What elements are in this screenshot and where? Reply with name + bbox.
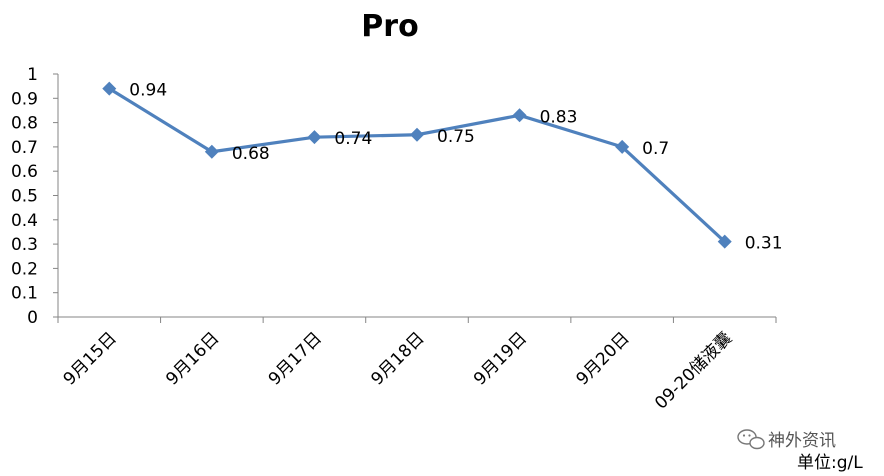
- y-tick-label: 0.2: [11, 259, 38, 279]
- y-tick-label: 0.7: [11, 138, 38, 158]
- data-point-marker: [512, 108, 527, 123]
- series-line: [108, 87, 726, 243]
- x-tick-label: 09-20储液囊: [651, 328, 736, 413]
- y-axis-ticks: 0 0.1 0.2 0.3 0.4 0.5 0.6 0.7 0.8 0.9 1: [11, 65, 58, 328]
- data-label: 0.75: [437, 127, 475, 147]
- x-tick-label: 9月18日: [367, 328, 428, 389]
- y-tick-label: 0.5: [11, 187, 38, 207]
- data-label: 0.68: [232, 144, 270, 164]
- data-point-marker: [717, 234, 732, 249]
- axes: [57, 74, 776, 318]
- data-point-marker: [410, 127, 424, 142]
- wechat-icon: [737, 429, 765, 450]
- x-tick-label: 9月19日: [470, 328, 531, 389]
- data-label: 0.83: [540, 107, 578, 127]
- y-tick-label: 0: [27, 308, 38, 328]
- watermark: 神外资讯: [737, 429, 836, 451]
- chart-title: Pro: [361, 9, 418, 44]
- data-points: [102, 81, 732, 249]
- data-labels: 0.94 0.68 0.74 0.75 0.83 0.7 0.31: [129, 81, 782, 254]
- x-axis-ticks: 9月15日 9月16日 9月17日 9月18日 9月19日 9月20日 09-20储液囊: [57, 317, 777, 414]
- x-tick-label: 9月16日: [162, 328, 223, 389]
- data-point-marker: [204, 144, 219, 159]
- y-tick-label: 1: [27, 65, 38, 85]
- x-tick-label: 9月17日: [265, 328, 326, 389]
- series-polyline: [108, 87, 726, 243]
- unit-label: 单位:g/L: [797, 453, 863, 473]
- y-tick-label: 0.8: [11, 114, 38, 134]
- data-label: 0.7: [642, 139, 669, 159]
- data-label: 0.94: [129, 81, 167, 101]
- data-point-marker: [102, 81, 117, 96]
- data-point-marker: [307, 130, 322, 145]
- y-tick-label: 0.4: [11, 211, 38, 231]
- y-tick-label: 0.1: [11, 284, 38, 304]
- data-point-marker: [615, 139, 630, 154]
- x-tick-label: 9月20日: [573, 328, 634, 389]
- y-tick-label: 0.3: [11, 235, 38, 255]
- y-tick-label: 0.9: [11, 89, 38, 109]
- x-tick-label: 9月15日: [60, 328, 121, 389]
- data-label: 0.74: [334, 129, 372, 149]
- watermark-text: 神外资讯: [768, 431, 836, 451]
- y-tick-label: 0.6: [11, 162, 38, 182]
- data-label: 0.31: [745, 234, 783, 254]
